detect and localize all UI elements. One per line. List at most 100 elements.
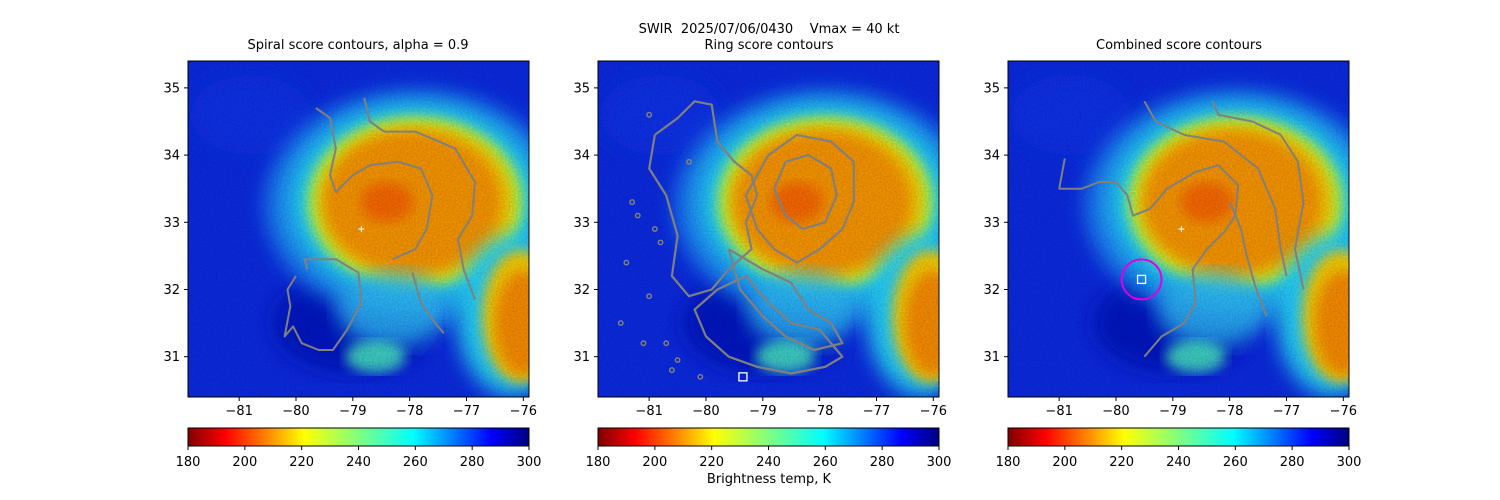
colorbar-gradient <box>597 427 940 447</box>
panel-3-title: Combined score contours <box>1096 38 1262 53</box>
brightness-temp-image <box>598 61 939 397</box>
colorbar-tick-label: 280 <box>460 455 485 470</box>
panel-2-title: Ring score contours <box>704 38 834 53</box>
panel-1-title: Spiral score contours, alpha = 0.9 <box>247 38 469 53</box>
score-contour <box>1211 100 1305 290</box>
figure-suptitle: SWIR 2025/07/06/0430 Vmax = 40 kt <box>638 22 900 37</box>
colorbar-2: 180 200 220 240 260 280 300 <box>586 427 952 470</box>
score-contour <box>363 97 476 300</box>
y-tick-label: 35 <box>983 81 1000 96</box>
score-contour <box>727 248 844 352</box>
score-contour <box>744 133 855 264</box>
colorbar-tick-label: 280 <box>1280 455 1305 470</box>
x-tick-label: −78 <box>1216 404 1243 419</box>
brightness-temp-image <box>1008 61 1349 397</box>
y-tick-label: 32 <box>573 283 590 298</box>
colorbar-tick-label: 220 <box>699 455 724 470</box>
colorbar-tick-label: 260 <box>813 455 838 470</box>
contour-speckle <box>663 340 670 347</box>
y-tick-label: 33 <box>573 216 590 231</box>
x-tick-label: −76 <box>920 404 947 419</box>
center-square-marker <box>1136 274 1147 285</box>
y-tick-label: 33 <box>983 216 1000 231</box>
colorbar-tick-label: 200 <box>232 455 257 470</box>
colorbar-label: Brightness temp, K <box>706 472 832 487</box>
contour-speckle <box>668 367 675 374</box>
contour-speckle <box>617 320 624 327</box>
y-tick-label: 31 <box>573 350 590 365</box>
x-tick-label: −81 <box>635 404 662 419</box>
x-tick-label: −81 <box>225 404 252 419</box>
x-tick-label: −80 <box>692 404 719 419</box>
axes-frame <box>187 60 530 398</box>
contour-speckle <box>651 226 658 232</box>
score-contour <box>315 107 434 261</box>
y-tick-label: 31 <box>163 350 180 365</box>
ring-fit-marker <box>1120 258 1163 301</box>
x-tick-label: −76 <box>1330 404 1357 419</box>
colorbar-tick-label: 200 <box>1052 455 1077 470</box>
score-contour <box>283 258 363 351</box>
score-contour <box>773 154 838 231</box>
panel-2: −81 −80 −79 −78 −77 −76 31 32 33 34 35 <box>573 60 947 419</box>
x-tick-label: −76 <box>510 404 537 419</box>
colorbar-3: 180 200 220 240 260 280 300 <box>996 427 1362 470</box>
colorbar-tick-label: 240 <box>346 455 371 470</box>
y-tick-label: 35 <box>573 81 590 96</box>
x-tick-label: −80 <box>282 404 309 419</box>
contour-speckle <box>640 340 647 347</box>
center-plus-marker <box>358 226 365 232</box>
score-contour <box>411 272 445 334</box>
x-tick-label: −80 <box>1102 404 1129 419</box>
score-contour <box>693 274 844 375</box>
panel-1: −81 −80 −79 −78 −77 −76 31 32 33 34 35 <box>163 60 537 419</box>
score-contour <box>1143 100 1288 277</box>
x-tick-label: −79 <box>749 404 776 419</box>
axes-frame <box>1007 60 1350 398</box>
brightness-temp-image <box>188 61 529 397</box>
y-tick-label: 32 <box>163 283 180 298</box>
contour-speckle <box>685 158 692 165</box>
x-tick-label: −81 <box>1045 404 1072 419</box>
colorbar-tick-label: 180 <box>176 455 201 470</box>
score-contour <box>648 100 759 298</box>
colorbar-gradient <box>1007 427 1350 447</box>
contour-speckle <box>646 111 653 118</box>
y-tick-label: 35 <box>163 81 180 96</box>
x-tick-label: −79 <box>339 404 366 419</box>
y-tick-label: 34 <box>573 149 590 164</box>
colorbar-tick-label: 260 <box>1223 455 1248 470</box>
x-tick-label: −77 <box>1273 404 1300 419</box>
contour-speckle <box>674 357 681 363</box>
colorbar-tick-label: 260 <box>403 455 428 470</box>
contour-speckle <box>697 373 704 380</box>
y-tick-label: 34 <box>163 149 180 164</box>
score-contour <box>1228 201 1268 317</box>
contour-speckle <box>657 239 664 246</box>
x-tick-label: −79 <box>1159 404 1186 419</box>
x-tick-label: −77 <box>863 404 890 419</box>
colorbar-tick-label: 300 <box>1337 455 1362 470</box>
panel-3: −81 −80 −79 −78 −77 −76 31 32 33 34 35 <box>983 60 1357 419</box>
colorbar-tick-label: 280 <box>870 455 895 470</box>
y-tick-label: 33 <box>163 216 180 231</box>
colorbar-tick-label: 300 <box>927 455 952 470</box>
contour-speckle <box>646 293 653 300</box>
x-tick-label: −78 <box>806 404 833 419</box>
x-tick-label: −77 <box>453 404 480 419</box>
score-contour <box>1058 158 1240 358</box>
colorbar-tick-label: 180 <box>996 455 1021 470</box>
center-square-marker <box>738 372 748 382</box>
axes-frame <box>597 60 940 398</box>
contour-speckle <box>623 259 630 266</box>
colorbar-tick-label: 240 <box>756 455 781 470</box>
colorbar-tick-label: 200 <box>642 455 667 470</box>
y-tick-label: 31 <box>983 350 1000 365</box>
colorbar-1: 180 200 220 240 260 280 300 <box>176 427 542 470</box>
contour-speckle <box>634 212 641 219</box>
colorbar-tick-label: 300 <box>517 455 542 470</box>
colorbar-tick-label: 220 <box>1109 455 1134 470</box>
colorbar-tick-label: 180 <box>586 455 611 470</box>
colorbar-tick-label: 220 <box>289 455 314 470</box>
